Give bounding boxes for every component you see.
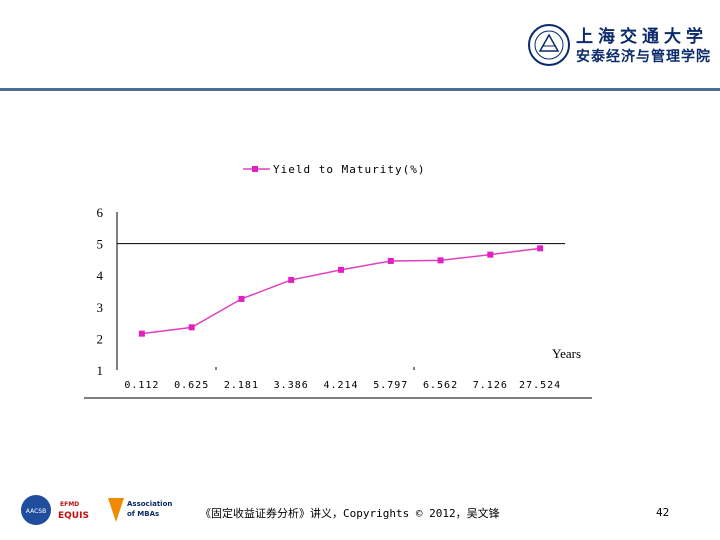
y-tick-label: 1	[97, 363, 104, 378]
equis-text: EQUIS	[58, 511, 89, 521]
efmd-text: EFMD	[60, 501, 79, 508]
plot-area: 1 2 3 4 5 6 0.112 0.625 2.181 3.386 4.214 5.797 6.56…	[97, 205, 565, 391]
footer-citation: 《固定收益证券分析》讲义，Copyrights © 2012，吴文锋	[200, 507, 500, 520]
school-name: 安泰经济与管理学院	[576, 49, 711, 65]
y-tick-label: 6	[97, 205, 104, 220]
data-point	[387, 257, 394, 264]
data-point	[487, 251, 494, 258]
x-tick-label: 27.524	[519, 380, 561, 391]
data-point	[437, 257, 444, 264]
y-tick-label: 3	[97, 300, 104, 315]
page-number: 42	[656, 506, 670, 519]
data-point	[238, 295, 245, 302]
y-tick-label: 5	[97, 237, 104, 252]
accreditation-logos: AACSB EFMD EQUIS Association of MBAs	[21, 495, 172, 525]
university-name: 上海交通大学	[576, 27, 708, 47]
x-tick-label: 6.562	[423, 380, 458, 391]
legend-label: Yield to Maturity(%)	[273, 163, 425, 176]
header-rule	[0, 88, 720, 91]
x-tick-label: 0.625	[174, 380, 209, 391]
university-logo: 上海交通大学 安泰经济与管理学院	[528, 20, 713, 70]
series-line	[141, 247, 541, 335]
university-seal-icon	[528, 24, 570, 66]
aacsb-text: AACSB	[26, 508, 46, 515]
amba-logo-icon	[108, 498, 124, 522]
x-tick-label: 5.797	[373, 380, 408, 391]
chart-legend: Yield to Maturity(%)	[243, 163, 425, 176]
x-axis-label: Years	[552, 346, 581, 361]
amba-text-1: Association	[127, 500, 172, 508]
data-point	[288, 276, 295, 283]
data-point	[138, 330, 145, 337]
x-tick-label: 2.181	[224, 380, 259, 391]
x-tick-label: 4.214	[323, 380, 358, 391]
x-tick-label: 7.126	[473, 380, 508, 391]
x-tick-label: 3.386	[274, 380, 309, 391]
data-point	[537, 245, 544, 252]
y-tick-label: 2	[97, 331, 104, 346]
amba-text-2: of MBAs	[127, 510, 159, 518]
y-tick-label: 4	[97, 268, 104, 283]
legend-marker-swatch	[252, 166, 258, 172]
x-tick-label: 0.112	[124, 380, 159, 391]
aacsb-logo-icon	[21, 495, 51, 525]
data-point	[338, 266, 344, 273]
data-point	[188, 324, 195, 331]
